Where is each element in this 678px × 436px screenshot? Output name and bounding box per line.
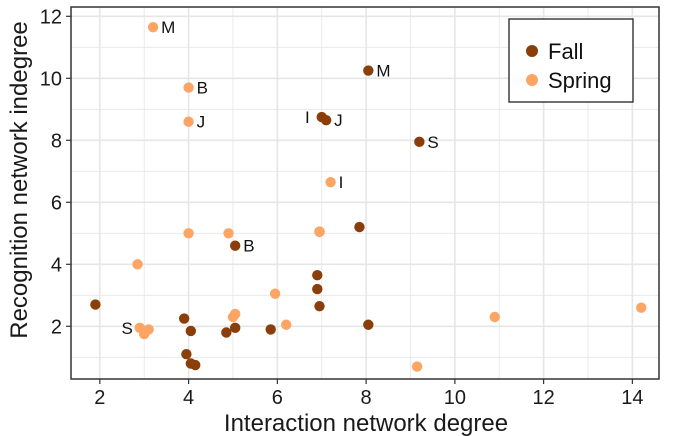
point-spring	[223, 228, 234, 239]
x-axis-ticks: 2 4 6 8 10 12 14	[94, 379, 643, 409]
y-axis-ticks: 2 4 6 8 10 12	[40, 6, 71, 338]
x-tick-label: 6	[272, 387, 283, 409]
y-tick-label: 2	[51, 316, 62, 338]
point-label: M	[376, 62, 390, 81]
point-fall	[320, 114, 332, 126]
y-axis-title: Recognition network indegree	[6, 21, 33, 339]
legend-label-spring: Spring	[548, 68, 612, 93]
point-label: B	[197, 79, 208, 98]
point-spring	[489, 311, 501, 323]
point-fall	[181, 349, 192, 360]
point-fall	[229, 240, 241, 251]
x-tick-label: 4	[183, 387, 194, 409]
y-tick-label: 10	[40, 68, 62, 90]
x-tick-label: 10	[444, 387, 466, 409]
legend-marker-fall	[526, 45, 538, 57]
x-axis-title: Interaction network degree	[224, 410, 508, 436]
legend: Fall Spring	[508, 18, 634, 103]
y-tick-label: 6	[51, 192, 62, 214]
y-tick-label: 4	[51, 254, 62, 276]
point-spring	[325, 176, 336, 188]
point-spring	[281, 319, 292, 330]
legend-marker-spring	[526, 74, 538, 86]
point-spring	[314, 226, 325, 237]
point-fall	[414, 136, 425, 148]
point-label: S	[121, 319, 132, 338]
x-tick-label: 8	[361, 387, 372, 409]
point-fall	[185, 325, 197, 337]
point-fall	[265, 324, 276, 335]
point-fall	[190, 359, 201, 371]
plot-frame	[70, 6, 660, 380]
x-tick-label: 14	[621, 387, 643, 409]
point-fall	[312, 269, 323, 281]
point-spring	[229, 308, 241, 320]
x-tick-label: 2	[94, 387, 105, 409]
point-label: I	[305, 108, 310, 127]
point-spring	[269, 288, 281, 299]
point-spring	[183, 116, 194, 127]
point-fall	[314, 300, 325, 312]
x-tick-label: 12	[532, 387, 554, 409]
point-label: J	[334, 111, 343, 130]
point-fall	[90, 299, 101, 310]
point-label: I	[339, 173, 344, 192]
point-spring	[183, 228, 194, 239]
point-spring	[132, 259, 143, 270]
point-fall	[312, 283, 323, 295]
point-label: M	[161, 18, 175, 37]
point-fall	[363, 65, 374, 76]
point-spring	[143, 324, 154, 335]
point-fall	[229, 322, 241, 334]
point-label: J	[197, 113, 206, 132]
point-label: B	[243, 237, 254, 256]
y-tick-label: 12	[40, 6, 62, 28]
y-tick-label: 8	[51, 130, 62, 152]
point-fall	[178, 313, 190, 324]
data-points	[90, 21, 647, 372]
legend-box	[508, 18, 634, 103]
point-spring	[411, 361, 423, 372]
point-spring	[147, 21, 159, 33]
point-label: S	[427, 133, 438, 152]
point-fall	[354, 221, 365, 233]
legend-label-fall: Fall	[548, 39, 583, 64]
point-fall	[363, 319, 374, 330]
point-spring	[636, 302, 647, 313]
point-fall	[221, 327, 232, 338]
point-spring	[183, 82, 194, 93]
